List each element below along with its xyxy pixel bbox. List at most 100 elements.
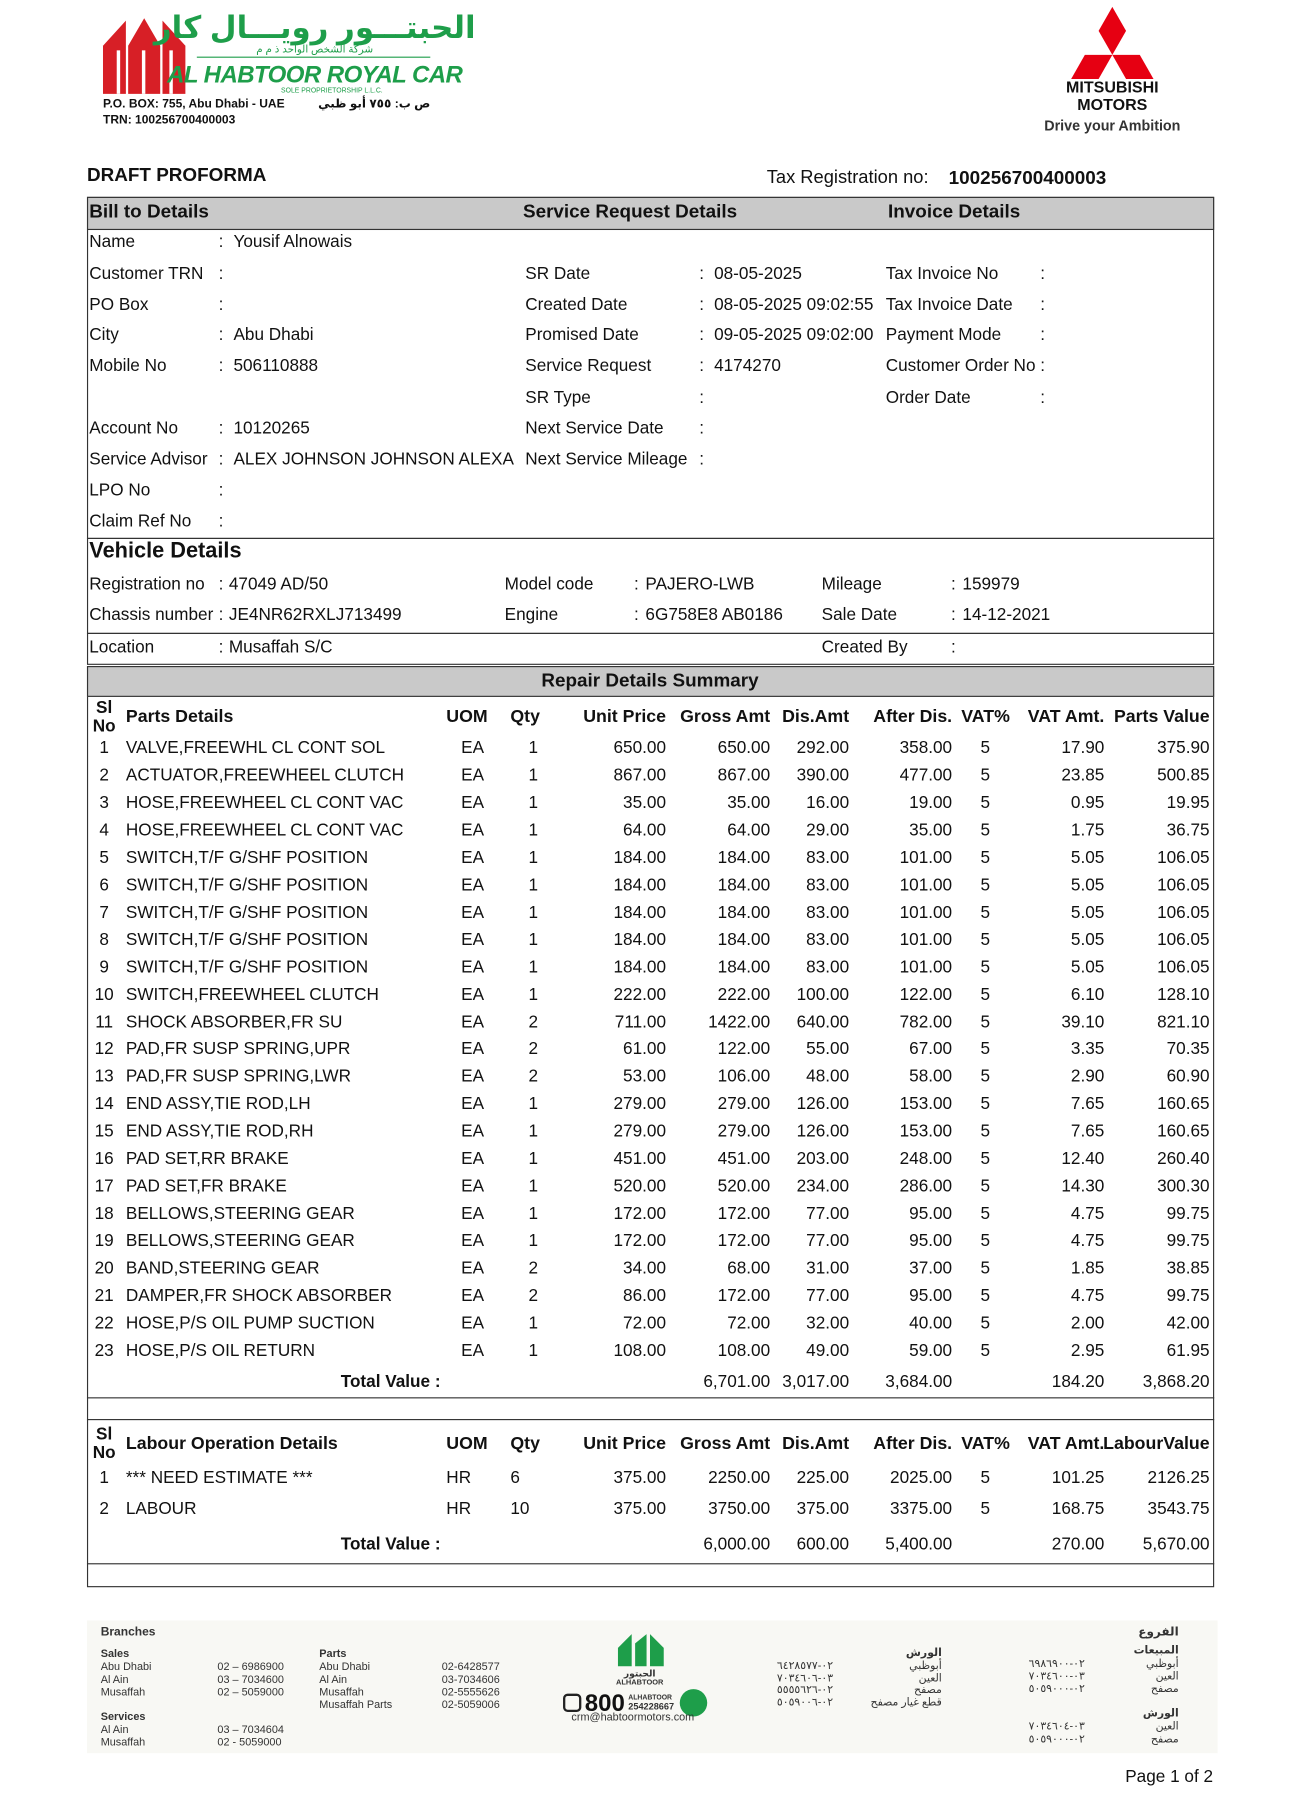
cell: 184.00: [717, 957, 771, 977]
footer-phone: 02 – 5059000: [217, 1686, 284, 1699]
footer-phone: ٠٢-٦٩٨٦٩٠٠: [1028, 1657, 1085, 1671]
cell: 1.85: [1070, 1258, 1105, 1279]
cell: 1: [528, 929, 539, 950]
cell: 101.00: [899, 875, 953, 895]
cell: SWITCH,T/F G/SHF POSITION: [125, 957, 369, 977]
cell: 5: [980, 820, 991, 840]
footer-heading: Parts: [319, 1647, 347, 1661]
cell: 300.30: [1157, 1176, 1210, 1197]
cell: 821.10: [1157, 1012, 1210, 1032]
cell: HR: [446, 1468, 472, 1488]
footer-item: Musaffah: [100, 1686, 146, 1699]
cell: 2: [528, 1066, 539, 1087]
cell: 95.00: [909, 1231, 953, 1251]
field-label: Tax Invoice No: [885, 264, 999, 284]
cell: 20: [94, 1258, 114, 1279]
cell: 122.00: [899, 984, 953, 1005]
cell: 867.00: [717, 765, 771, 785]
cell: 106.00: [717, 1066, 771, 1087]
field-value: PAJERO-LWB: [645, 574, 755, 594]
footer-logo-en: ALHABTOOR: [616, 1678, 664, 1687]
cell: 184.00: [717, 902, 771, 923]
field-label: SR Type: [525, 387, 591, 408]
cell: 35.00: [909, 820, 953, 840]
cell: 6: [99, 875, 109, 895]
footer-phone: 03-7034606: [441, 1673, 500, 1687]
field-label: Next Service Date: [525, 418, 664, 439]
cell: 451.00: [613, 1149, 667, 1169]
field-value: Abu Dhabi: [233, 325, 314, 345]
cell: 101.25: [1051, 1468, 1105, 1488]
field-label: Customer TRN: [89, 264, 204, 284]
tax-label: Tax Registration no:: [766, 168, 929, 188]
cell: 203.00: [796, 1149, 850, 1169]
cell: EA: [461, 820, 485, 840]
cell: 711.00: [614, 1012, 667, 1032]
cell: 59.00: [909, 1341, 953, 1361]
cell: 5.05: [1070, 875, 1105, 895]
footer-phone: ٠٣-٧٠٣٤٦٠٦: [776, 1671, 834, 1685]
cell: 5.05: [1070, 957, 1105, 977]
footer-item: Al Ain: [100, 1723, 129, 1737]
cell: 2.95: [1070, 1341, 1105, 1361]
field-label: Account No: [89, 418, 179, 439]
field-label: Name: [89, 232, 136, 252]
separator: :: [1040, 264, 1046, 284]
field-label: Mobile No: [89, 355, 167, 376]
cell: 222.00: [717, 984, 771, 1005]
cell: HR: [446, 1499, 472, 1519]
separator: :: [218, 574, 224, 594]
cell: EA: [461, 765, 485, 785]
cell: 68.00: [727, 1258, 771, 1279]
cell: 95.00: [909, 1204, 953, 1224]
footer-item: العين: [1155, 1670, 1179, 1683]
cell: 101.00: [899, 902, 953, 923]
column-header: Qty: [510, 1433, 540, 1454]
cell: 35.00: [623, 792, 667, 813]
field-label: Location: [89, 637, 155, 657]
cell: 390.00: [796, 765, 850, 785]
cell: 2: [528, 1012, 539, 1032]
footer-phone: ٠٢-٥٥٥٥٦٢٦: [776, 1683, 834, 1697]
section-header: Service Request Details: [522, 201, 738, 223]
cell: 39.10: [1061, 1012, 1105, 1032]
cell: 48.00: [806, 1066, 850, 1087]
cell: 248.00: [899, 1149, 953, 1169]
cell: 5: [980, 1149, 991, 1169]
total-value: 3,017.00: [782, 1372, 850, 1392]
cell: 5: [980, 1204, 991, 1224]
separator: :: [699, 325, 704, 345]
cell: 225.00: [796, 1468, 850, 1488]
cell: 5: [980, 1121, 991, 1142]
cell: END ASSY,TIE ROD,RH: [125, 1121, 314, 1142]
cell: 520.00: [613, 1176, 667, 1197]
cell: 108.00: [717, 1341, 771, 1361]
section-header: Bill to Details: [89, 201, 209, 223]
cell: EA: [461, 1066, 485, 1087]
field-label: Chassis number: [89, 605, 214, 625]
field-label: Tax Invoice Date: [885, 295, 1013, 315]
cell: 19.00: [909, 792, 953, 813]
footer-phone: ٠٢-٥٠٥٩٠٠٠: [1028, 1733, 1085, 1746]
cell: EA: [461, 1204, 485, 1224]
cell: 106.05: [1157, 875, 1210, 895]
column-header: After Dis.: [873, 1433, 953, 1454]
cell: 64.00: [623, 820, 667, 840]
cell: HOSE,P/S OIL PUMP SUCTION: [125, 1313, 375, 1334]
footer-item: أبوظبي: [909, 1659, 942, 1673]
cell: 14: [94, 1094, 114, 1114]
cell: 5: [980, 1039, 991, 1060]
cell: SWITCH,FREEWHEEL CLUTCH: [125, 984, 379, 1005]
footer-heading: Branches: [100, 1625, 156, 1639]
cell: 160.65: [1157, 1121, 1210, 1142]
separator: :: [699, 264, 704, 284]
cell: EA: [461, 1313, 485, 1334]
footer-heading: Sales: [100, 1647, 130, 1661]
cell: 5: [980, 847, 991, 868]
cell: SWITCH,T/F G/SHF POSITION: [125, 875, 369, 895]
cell: 520.00: [717, 1176, 771, 1197]
cell: 31.00: [806, 1258, 850, 1279]
cell: 14.30: [1061, 1176, 1105, 1197]
total-label: Total Value :: [340, 1372, 441, 1392]
cell: 650.00: [613, 738, 667, 758]
